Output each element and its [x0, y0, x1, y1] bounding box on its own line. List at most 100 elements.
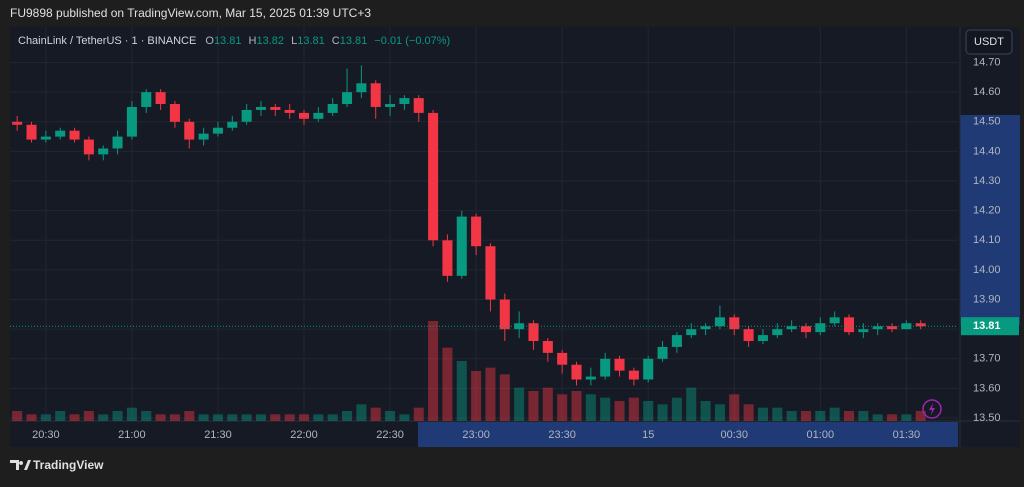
candle-body — [198, 133, 209, 140]
volume-bar — [700, 401, 711, 421]
candle-body — [485, 246, 496, 300]
legend-change: −0.01 (−0.07%) — [374, 35, 450, 47]
volume-bar — [184, 411, 195, 421]
legend-value: 13.81 — [340, 35, 368, 47]
candle-body — [26, 124, 37, 140]
candle-body — [255, 106, 267, 110]
volume-bar — [686, 387, 697, 421]
candle-body — [786, 326, 797, 330]
volume-bar — [112, 411, 123, 421]
volume-bar — [786, 411, 797, 421]
candle-body — [356, 83, 367, 93]
volume-bar — [714, 404, 725, 421]
legend: ChainLink / TetherUS · 1 · BINANCE O13.8… — [18, 35, 450, 47]
volume-bar — [600, 397, 611, 421]
y-tick-label: 13.50 — [973, 412, 1001, 424]
candle-body — [729, 317, 740, 330]
volume-bar — [83, 411, 94, 421]
candle-body — [126, 106, 137, 137]
candle-body — [614, 358, 625, 371]
volume-bar — [284, 414, 295, 421]
volume-bar — [528, 391, 539, 421]
candle-body — [800, 326, 811, 333]
candle-body — [413, 98, 424, 113]
candle-body — [542, 341, 553, 353]
candle-body — [514, 323, 525, 330]
candle-body — [69, 130, 80, 140]
candle-body — [571, 364, 582, 380]
candle-body — [298, 112, 310, 119]
candle-body — [829, 317, 840, 324]
candle-body — [700, 326, 711, 330]
candle-body — [442, 240, 453, 276]
volume-bar — [843, 411, 855, 421]
x-tick-label: 20:30 — [32, 429, 60, 441]
legend-label: O — [205, 35, 214, 47]
x-tick-label: 01:00 — [807, 429, 835, 441]
candle-body — [342, 92, 353, 105]
candle-body — [657, 346, 668, 359]
currency-label[interactable]: USDT — [974, 36, 1004, 48]
volume-bar — [729, 394, 740, 421]
x-tick-label: 22:00 — [290, 429, 318, 441]
candle-body — [499, 299, 510, 330]
candle-body — [399, 98, 410, 105]
x-tick-label: 22:30 — [376, 429, 404, 441]
candle-body — [843, 317, 855, 333]
candle-body — [815, 323, 826, 333]
volume-bar — [370, 407, 381, 421]
candle-body — [628, 370, 639, 380]
footer-brand: TradingView — [33, 458, 104, 472]
volume-bar — [169, 414, 180, 421]
volume-bar — [155, 414, 166, 421]
candle-body — [915, 323, 926, 327]
volume-bar — [542, 387, 553, 421]
currency-button[interactable] — [965, 29, 1013, 55]
y-tick-label: 13.70 — [973, 353, 1001, 365]
volume-bar — [772, 407, 783, 421]
volume-bar — [643, 401, 654, 421]
y-tick-label: 13.90 — [973, 293, 1001, 305]
symbol: ChainLink / TetherUS · 1 · BINANCE — [18, 35, 196, 47]
volume-bar — [514, 387, 525, 421]
volume-bar — [614, 401, 625, 421]
y-tick-label: 14.70 — [973, 56, 1001, 68]
candle-body — [428, 112, 439, 241]
legend-label: C — [332, 35, 340, 47]
candle-body — [858, 329, 869, 333]
volume-bar — [98, 414, 109, 421]
plot — [10, 65, 958, 421]
candle-body — [270, 106, 281, 110]
price-range-highlight — [960, 115, 1020, 325]
candle-body — [370, 83, 381, 107]
alert-icon[interactable] — [922, 399, 942, 419]
volume-bar — [485, 367, 496, 421]
last-price-box — [961, 317, 1019, 336]
volume-bar — [298, 414, 310, 421]
x-tick-label: 15 — [642, 429, 654, 441]
candle-body — [456, 216, 467, 276]
candle-body — [743, 329, 754, 342]
y-tick-label: 14.10 — [973, 234, 1001, 246]
volume-bar — [69, 414, 80, 421]
legend-value: 13.81 — [214, 35, 242, 47]
volume-bar — [413, 407, 424, 421]
volume-bar — [657, 404, 668, 421]
volume-bar — [313, 414, 324, 421]
volume-bar — [40, 414, 51, 421]
volume-bar — [571, 391, 582, 421]
volume-bar — [815, 411, 826, 421]
volume-bar — [241, 414, 252, 421]
volume-bar — [126, 407, 137, 421]
time-range-highlight — [418, 422, 958, 447]
volume-bar — [442, 347, 453, 421]
volume-bar — [671, 397, 682, 421]
volume-bar — [829, 407, 840, 421]
legend-label: L — [291, 35, 297, 47]
alert-icon-bolt — [929, 403, 935, 415]
volume-bar — [327, 414, 338, 421]
x-tick-label: 21:30 — [204, 429, 232, 441]
candle-body — [184, 121, 195, 140]
chart-pane — [10, 27, 1020, 447]
candle-body — [241, 109, 252, 122]
